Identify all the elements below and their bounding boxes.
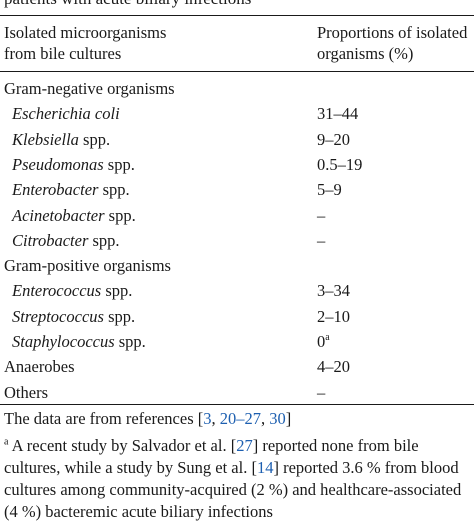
reference-link[interactable]: 14 [256, 458, 274, 477]
proportion-value: 5–9 [317, 177, 342, 202]
proportion-text: 2–10 [317, 306, 350, 326]
proportion-text: 0.5–19 [317, 154, 363, 174]
organism-name: Gram-positive organisms [4, 253, 171, 278]
reference-link[interactable]: 3 [203, 409, 212, 428]
organism-genus: Streptococcus [12, 306, 104, 326]
organism-genus: Klebsiella [12, 129, 79, 149]
proportion-value: – [317, 203, 325, 228]
table-row: Acinetobacter spp. – [0, 203, 474, 228]
proportion-text: 0 [317, 332, 326, 351]
organism-name: Enterococcus spp. [12, 278, 132, 303]
proportion-text: 9–20 [317, 129, 350, 149]
reference-link[interactable]: 20–27 [219, 409, 261, 428]
organism-genus: Gram-positive organisms [4, 256, 171, 276]
column-header-line: from bile cultures [4, 44, 122, 63]
table-row: Escherichia coli 31–44 [0, 101, 474, 126]
table-row: Citrobacter spp. – [0, 228, 474, 253]
proportion-text: 31–44 [317, 104, 359, 124]
proportion-text: – [317, 205, 326, 225]
reference-link[interactable]: 27 [236, 436, 253, 455]
organism-suffix: spp. [101, 281, 133, 301]
proportion-value: 31–44 [317, 101, 358, 126]
note-text: , [261, 409, 270, 428]
column-header-line: organisms (%) [317, 44, 414, 63]
proportion-value: 0.5–19 [317, 152, 362, 177]
organism-name: Klebsiella spp. [12, 127, 110, 152]
table-notes: The data are from references [3, 20–27, … [4, 408, 472, 523]
table-group-row: Others – [0, 380, 474, 405]
proportion-text: – [317, 230, 326, 250]
table-row: Klebsiella spp. 9–20 [0, 127, 474, 152]
footnote-marker: a [325, 331, 330, 343]
organism-genus: Escherichia coli [12, 104, 120, 124]
note-text: ] [285, 409, 292, 428]
proportion-text: 5–9 [317, 180, 342, 200]
proportion-value: 0a [317, 329, 330, 354]
organism-suffix: spp. [104, 205, 136, 225]
organism-name: Acinetobacter spp. [12, 203, 136, 228]
table-row: Enterobacter spp. 5–9 [0, 177, 474, 202]
note-text: , [211, 409, 220, 428]
table-row: Staphylococcus spp. 0a [0, 329, 474, 354]
organism-name: Citrobacter spp. [12, 228, 120, 253]
organism-genus: Enterobacter [12, 180, 99, 200]
organism-name: Streptococcus spp. [12, 304, 135, 329]
organism-genus: Enterococcus [12, 281, 102, 301]
organism-name: Enterobacter spp. [12, 177, 130, 202]
organism-name: Escherichia coli [12, 101, 120, 126]
proportion-value: – [317, 228, 325, 253]
column-header-proportions: Proportions of isolated organisms (%) [317, 22, 467, 64]
organism-suffix: spp. [103, 306, 136, 326]
top-rule [0, 15, 474, 16]
proportion-text: – [317, 382, 326, 402]
organism-name: Staphylococcus spp. [12, 329, 146, 354]
note-text: A recent study by Salvador et al. [ [8, 436, 237, 455]
organism-genus: Acinetobacter [12, 205, 105, 225]
note-text: ] reported none from bile cultures, whil… [4, 436, 419, 477]
proportion-value: 9–20 [317, 127, 350, 152]
proportion-text: 3–34 [317, 281, 350, 301]
footnote-a: a A recent study by Salvador et al. [27]… [4, 435, 472, 523]
organism-genus: Citrobacter [12, 230, 89, 250]
organism-genus: Staphylococcus [12, 332, 115, 351]
column-header-line: Isolated microorganisms [4, 23, 167, 42]
organism-suffix: spp. [103, 154, 135, 174]
organism-genus: Others [4, 382, 48, 402]
organism-suffix: spp. [88, 230, 120, 250]
reference-link[interactable]: 30 [269, 409, 286, 428]
header-rule [0, 71, 474, 72]
footnote-marker: a [4, 436, 9, 448]
organism-name: Anaerobes [4, 354, 75, 379]
table-row: Enterococcus spp. 3–34 [0, 278, 474, 303]
organism-genus: Pseudomonas [12, 154, 104, 174]
proportion-value: – [317, 380, 325, 405]
column-header-line: Proportions of isolated [317, 23, 468, 42]
table-group-row: Gram-positive organisms [0, 253, 474, 278]
organism-genus: Anaerobes [4, 357, 75, 377]
organism-suffix: spp. [78, 129, 111, 149]
proportion-text: 4–20 [317, 357, 350, 377]
proportion-value: 2–10 [317, 304, 350, 329]
organism-suffix: spp. [98, 180, 130, 200]
organism-name: Gram-negative organisms [4, 76, 175, 101]
proportion-value: 3–34 [317, 278, 350, 303]
organism-name: Pseudomonas spp. [12, 152, 135, 177]
table-row: Streptococcus spp. 2–10 [0, 304, 474, 329]
note-text: ] reported 3.6 % from blood cultures amo… [4, 458, 462, 521]
table-group-row: Gram-negative organisms [0, 76, 474, 101]
organism-suffix: spp. [114, 332, 146, 351]
table-caption: patients with acute biliary infections [4, 0, 251, 9]
note-text: The data are from references [ [4, 409, 204, 428]
proportion-value: 4–20 [317, 354, 350, 379]
data-source-note: The data are from references [3, 20–27, … [4, 408, 472, 430]
organism-name: Others [4, 380, 48, 405]
bottom-rule [0, 404, 474, 405]
table-group-row: Anaerobes 4–20 [0, 354, 474, 379]
column-header-microorganisms: Isolated microorganisms from bile cultur… [4, 22, 166, 64]
organism-genus: Gram-negative organisms [4, 79, 175, 98]
table-row: Pseudomonas spp. 0.5–19 [0, 152, 474, 177]
